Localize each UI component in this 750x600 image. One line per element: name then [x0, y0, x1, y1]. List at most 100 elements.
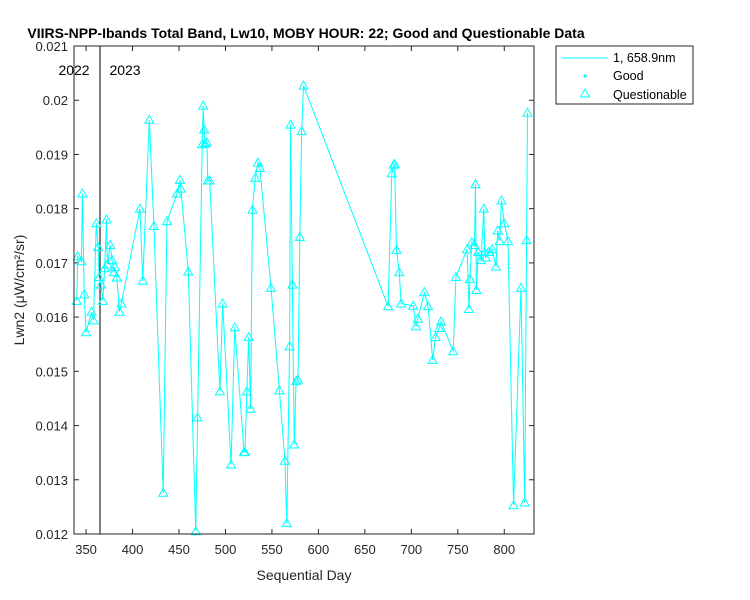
y-tick-label: 0.014: [35, 419, 68, 434]
data-point-questionable: [192, 411, 203, 422]
data-point-questionable: [97, 295, 109, 305]
x-tick-label: 500: [215, 542, 237, 557]
data-point-questionable: [247, 204, 258, 214]
data-point-questionable: [490, 261, 502, 271]
data-point-questionable: [77, 187, 88, 198]
data-point-questionable: [241, 385, 253, 396]
data-point-questionable: [395, 298, 407, 308]
data-point-questionable: [492, 224, 504, 235]
data-point-questionable: [483, 246, 494, 257]
y-tick-label: 0.018: [35, 202, 68, 217]
data-point-questionable: [515, 282, 527, 292]
data-point-questionable: [106, 254, 118, 265]
data-point-questionable: [427, 354, 439, 364]
data-point-questionable: [447, 345, 459, 356]
data-point-questionable: [137, 275, 149, 285]
data-point-questionable: [285, 119, 296, 129]
data-point-questionable: [475, 254, 487, 265]
data-point-questionable: [464, 273, 476, 284]
data-point-questionable: [292, 373, 304, 384]
data-point-questionable: [480, 251, 492, 262]
data-point-questionable: [95, 279, 107, 289]
chart-title: VIIRS-NPP-Ibands Total Band, Lw10, MOBY …: [27, 25, 584, 41]
series-layer: [71, 80, 533, 536]
x-tick-label: 750: [447, 542, 469, 557]
data-point-questionable: [389, 158, 400, 169]
data-point-questionable: [198, 123, 210, 134]
data-point-questionable: [199, 138, 211, 148]
data-point-questionable: [279, 455, 291, 465]
legend-good-marker: [583, 74, 587, 78]
data-point-questionable: [225, 459, 237, 469]
data-point-questionable: [88, 314, 99, 325]
data-point-questionable: [469, 239, 480, 249]
legend-questionable-marker: [579, 87, 591, 98]
data-point-questionable: [274, 384, 285, 395]
data-point-questionable: [143, 114, 155, 124]
data-point-questionable: [249, 172, 261, 182]
data-point-questionable: [101, 213, 112, 224]
y-tick-label: 0.012: [35, 527, 68, 542]
x-tick-label: 600: [308, 542, 330, 557]
data-point-questionable: [204, 174, 216, 185]
data-point-questionable: [498, 217, 510, 228]
x-tick-label: 550: [261, 542, 283, 557]
legend: 1, 658.9nm Good Questionable: [555, 45, 694, 105]
y-tick-label: 0.015: [35, 364, 68, 379]
y-tick-label: 0.017: [35, 256, 68, 271]
data-point-questionable: [450, 271, 462, 281]
legend-entry-questionable: Questionable: [613, 88, 687, 102]
data-point-questionable: [92, 241, 104, 252]
legend-entry-good: Good: [613, 69, 644, 83]
data-point-questionable: [418, 286, 430, 297]
data-point-questionable: [519, 497, 531, 507]
data-point-questionable: [214, 385, 226, 396]
data-point-questionable: [72, 250, 84, 261]
data-point-questionable: [496, 195, 507, 205]
data-point-questionable: [435, 315, 447, 326]
data-point-questionable: [182, 266, 194, 276]
data-point-questionable: [239, 446, 251, 457]
data-point-questionable: [197, 100, 209, 110]
x-tick-label: 350: [75, 542, 97, 557]
x-axis-label: Sequential Day: [257, 567, 352, 583]
data-point-questionable: [265, 282, 277, 292]
data-point-questionable: [412, 313, 424, 323]
data-point-questionable: [284, 340, 295, 351]
data-point-questionable: [201, 137, 213, 147]
data-point-questionable: [470, 178, 481, 189]
data-point-questionable: [430, 331, 441, 342]
data-point-questionable: [254, 162, 266, 172]
plot-background: [74, 46, 534, 534]
data-point-questionable: [108, 266, 120, 277]
data-point-questionable: [433, 322, 445, 332]
data-point-questionable: [290, 375, 302, 386]
data-point-questionable: [114, 306, 125, 316]
axis-ticks: 350 400 450 500 550 600 650 700 750 800 0.012 0.013…: [35, 39, 534, 557]
plot-frame: [73, 45, 535, 535]
data-point-questionable: [148, 220, 160, 231]
data-point-questionable: [174, 174, 186, 184]
data-point-questionable: [78, 288, 90, 299]
data-point-questionable: [171, 187, 183, 198]
data-point-questionable: [111, 272, 123, 282]
data-point-questionable: [463, 303, 475, 313]
data-point-questionable: [80, 326, 92, 337]
data-point-questionable: [109, 261, 121, 272]
data-point-questionable: [382, 300, 394, 311]
data-point-questionable: [281, 517, 293, 528]
data-point-questionable: [245, 403, 256, 413]
data-point-questionable: [386, 167, 398, 178]
y-tick-label: 0.016: [35, 310, 68, 325]
data-point-questionable: [494, 235, 505, 246]
data-point-questionable: [522, 107, 533, 117]
data-point-questionable: [472, 246, 484, 257]
data-point-questionable: [196, 138, 208, 149]
y-tick-label: 0.019: [35, 147, 68, 162]
y-tick-label: 0.021: [35, 39, 68, 54]
data-point-questionable: [90, 217, 102, 228]
data-point-questionable: [294, 231, 306, 241]
data-point-questionable: [104, 239, 116, 249]
data-point-questionable: [217, 298, 229, 308]
